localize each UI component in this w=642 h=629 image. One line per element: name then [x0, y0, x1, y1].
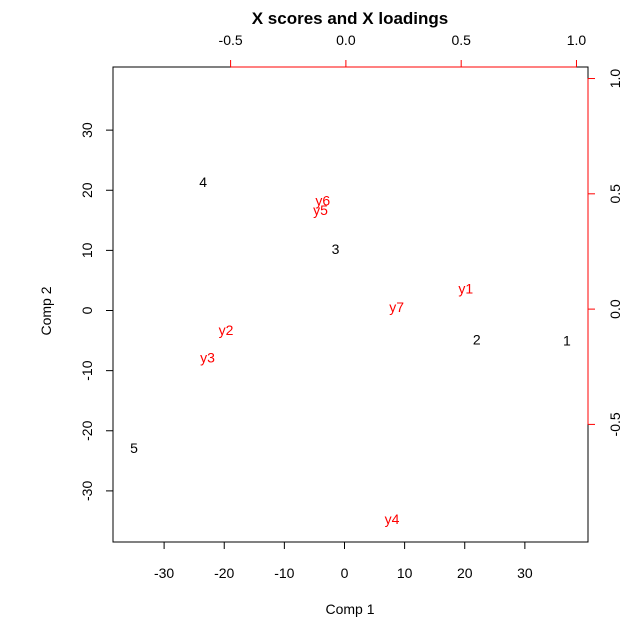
- top-tick-label: 1.0: [567, 32, 587, 48]
- top-tick-label: 0.0: [336, 32, 356, 48]
- score-point-5: 5: [130, 440, 138, 456]
- x-tick-label: -10: [274, 565, 294, 581]
- x-tick-label: -30: [154, 565, 174, 581]
- score-point-1: 1: [563, 333, 571, 349]
- y-tick-label: 0: [79, 306, 95, 314]
- right-tick-label: 1.0: [607, 69, 623, 89]
- loading-point-y1: y1: [458, 280, 473, 296]
- x-tick-label: 10: [397, 565, 413, 581]
- y-tick-label: 10: [79, 242, 95, 258]
- right-tick-label: 0.5: [607, 184, 623, 204]
- right-axis: -0.5 0.0 0.5 1.0: [587, 69, 623, 436]
- y-tick-label: 30: [79, 122, 95, 138]
- y-tick-label: 20: [79, 182, 95, 198]
- scores-layer: 1 2 3 4 5: [130, 174, 571, 456]
- loading-point-y4: y4: [385, 511, 400, 527]
- x-tick-label: -20: [214, 565, 234, 581]
- x-axis-title: Comp 1: [325, 601, 374, 617]
- x-tick-label: 20: [457, 565, 473, 581]
- right-tick-label: 0.0: [607, 299, 623, 319]
- score-point-2: 2: [473, 331, 481, 347]
- top-tick-label: 0.5: [451, 32, 471, 48]
- y-tick-label: -10: [79, 360, 95, 380]
- loading-point-y7: y7: [389, 299, 404, 315]
- loading-point-y6: y6: [315, 193, 330, 209]
- loading-point-y2: y2: [219, 322, 234, 338]
- loading-point-y5: y5: [313, 202, 328, 218]
- score-point-3: 3: [332, 241, 340, 257]
- chart-title: X scores and X loadings: [252, 9, 449, 28]
- loading-point-y3: y3: [200, 350, 215, 366]
- left-axis: -30 -20 -10 0 10 20 30: [79, 122, 114, 501]
- bottom-axis: -30 -20 -10 0 10 20 30: [154, 541, 533, 581]
- y-tick-label: -20: [79, 420, 95, 440]
- top-tick-label: -0.5: [219, 32, 243, 48]
- top-axis: -0.5 0.0 0.5 1.0: [219, 32, 587, 68]
- x-tick-label: 30: [517, 565, 533, 581]
- score-point-4: 4: [199, 174, 207, 190]
- right-tick-label: -0.5: [607, 412, 623, 436]
- y-tick-label: -30: [79, 481, 95, 501]
- y-axis-title: Comp 2: [38, 286, 54, 335]
- plot-frame: [112, 66, 589, 543]
- x-tick-label: 0: [341, 565, 349, 581]
